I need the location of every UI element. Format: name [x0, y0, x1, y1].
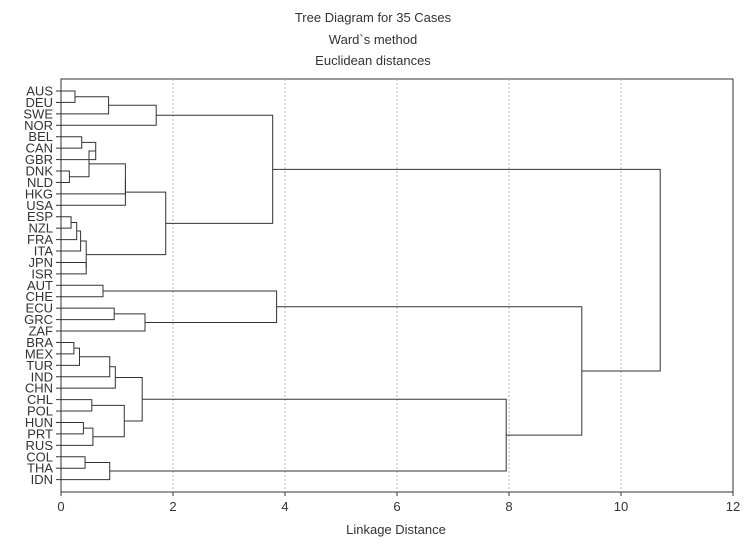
- leaf-label: ITA: [34, 244, 54, 259]
- x-axis-ticks: 0 2 4 6 8 10 12: [57, 492, 740, 514]
- leaf-label: GBR: [25, 152, 53, 167]
- grid-lines: [172, 79, 622, 492]
- chart-subtitle-distance: Euclidean distances: [315, 53, 431, 68]
- dendrogram-links: [61, 90, 661, 481]
- leaf-label: TUR: [26, 358, 53, 373]
- chart-subtitle: Ward`s method: [329, 32, 417, 47]
- x-tick-label: 4: [281, 499, 288, 514]
- leaf-label: BEL: [28, 129, 53, 144]
- leaf-label: MEX: [25, 346, 54, 361]
- leaf-label: FRA: [27, 232, 53, 247]
- x-tick-label: 8: [505, 499, 512, 514]
- chart-title: Tree Diagram for 35 Cases: [295, 10, 452, 25]
- leaf-label: CAN: [26, 141, 53, 156]
- leaf-label: HUN: [25, 415, 53, 430]
- leaf-label: HKG: [25, 186, 53, 201]
- leaf-label: IND: [31, 369, 53, 384]
- leaf-label: PRT: [27, 426, 53, 441]
- leaf-label: NLD: [27, 175, 53, 190]
- leaf-label: ECU: [26, 301, 53, 316]
- leaf-label: BRA: [26, 335, 53, 350]
- leaf-label: ZAF: [28, 324, 53, 339]
- leaf-label: COL: [26, 449, 53, 464]
- leaf-label: CHL: [27, 392, 53, 407]
- leaf-label: DEU: [26, 95, 53, 110]
- leaf-label: SWE: [23, 106, 53, 121]
- x-tick-label: 10: [614, 499, 628, 514]
- leaf-label: AUS: [26, 84, 53, 99]
- x-tick-label: 0: [57, 499, 64, 514]
- dendrogram-link: [80, 240, 87, 269]
- leaf-label: IDN: [31, 472, 53, 487]
- leaf-label: GRC: [24, 312, 53, 327]
- leaf-labels: AUSDEUSWENORBELCANGBRDNKNLDHKGUSAESPNZLF…: [23, 84, 61, 487]
- dendrogram-link: [61, 163, 126, 195]
- x-axis-label: Linkage Distance: [346, 522, 446, 537]
- dendrogram-link: [61, 178, 126, 206]
- leaf-label: POL: [27, 404, 53, 419]
- leaf-label: NOR: [24, 118, 53, 133]
- leaf-label: ISR: [31, 266, 53, 281]
- leaf-label: RUS: [26, 438, 54, 453]
- leaf-label: USA: [26, 198, 53, 213]
- leaf-label: THA: [27, 461, 53, 476]
- x-tick-label: 2: [169, 499, 176, 514]
- x-tick-label: 12: [726, 499, 740, 514]
- leaf-label: CHN: [25, 381, 53, 396]
- dendrogram-link: [272, 168, 661, 372]
- x-tick-label: 6: [393, 499, 400, 514]
- leaf-label: ESP: [27, 209, 53, 224]
- leaf-label: DNK: [26, 164, 54, 179]
- leaf-label: AUT: [27, 278, 53, 293]
- leaf-label: JPN: [28, 255, 53, 270]
- leaf-label: CHE: [26, 289, 54, 304]
- leaf-label: NZL: [28, 221, 53, 236]
